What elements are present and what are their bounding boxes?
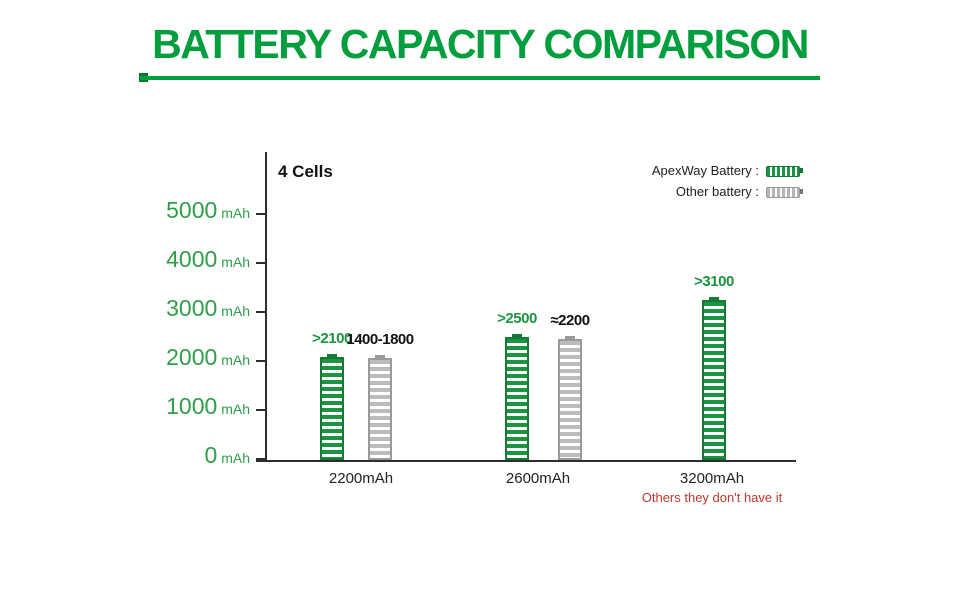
battery-cap (512, 334, 522, 338)
y-axis-value: 1000 (166, 393, 218, 419)
battery-bar-apexway (702, 297, 726, 460)
y-axis-unit: mAh (217, 352, 250, 368)
y-axis-unit: mAh (217, 254, 250, 270)
battery-bar-apexway (505, 334, 529, 460)
legend-apexway: ApexWay Battery : (600, 163, 803, 178)
y-axis-value: 5000 (166, 197, 218, 223)
footnote: Others they don't have it (641, 490, 783, 505)
y-axis-label: 1000 mAh (90, 393, 250, 419)
battery-cap (375, 355, 385, 359)
legend-apexway-label: ApexWay Battery : (651, 163, 759, 178)
apexway-battery-icon (766, 166, 803, 177)
cells-label: 4 Cells (278, 162, 333, 181)
bar-value-label: >2100 (312, 330, 352, 347)
bar-value-label: >2500 (497, 310, 537, 327)
battery-cap (565, 336, 575, 340)
y-axis-value: 0 (204, 442, 218, 468)
legend-other-label: Other battery : (675, 184, 759, 199)
battery-cap (709, 297, 719, 301)
y-axis-unit: mAh (217, 450, 250, 466)
battery-bar-apexway (320, 354, 344, 460)
x-axis-line (256, 460, 796, 462)
y-axis-unit: mAh (217, 303, 250, 319)
y-axis-label: 2000 mAh (90, 344, 250, 370)
y-axis-label: 0 mAh (90, 442, 250, 468)
x-axis-category-label: 2200mAh (328, 470, 394, 487)
y-axis-line (265, 152, 267, 462)
title-underline (140, 76, 820, 80)
battery-cap (327, 354, 337, 358)
y-axis-value: 4000 (166, 246, 218, 272)
y-axis-unit: mAh (217, 401, 250, 417)
other-battery-icon (766, 187, 803, 198)
y-axis-label: 4000 mAh (90, 246, 250, 272)
y-axis-value: 3000 (166, 295, 218, 321)
battery-bar-other (558, 336, 582, 460)
page-title: BATTERY CAPACITY COMPARISON (152, 21, 809, 67)
y-axis-label: 5000 mAh (90, 197, 250, 223)
x-axis-category-label: 2600mAh (505, 470, 571, 487)
legend-other: Other battery : (600, 184, 803, 199)
y-axis-label: 3000 mAh (90, 295, 250, 321)
battery-bar-other (368, 355, 392, 460)
x-axis-category-label: 3200mAh (679, 470, 745, 487)
y-axis-unit: mAh (217, 205, 250, 221)
bar-value-label: >3100 (694, 273, 734, 290)
y-axis-value: 2000 (166, 344, 218, 370)
bar-value-label: ≈2200 (550, 312, 590, 329)
bar-value-label: 1400-1800 (346, 331, 414, 348)
